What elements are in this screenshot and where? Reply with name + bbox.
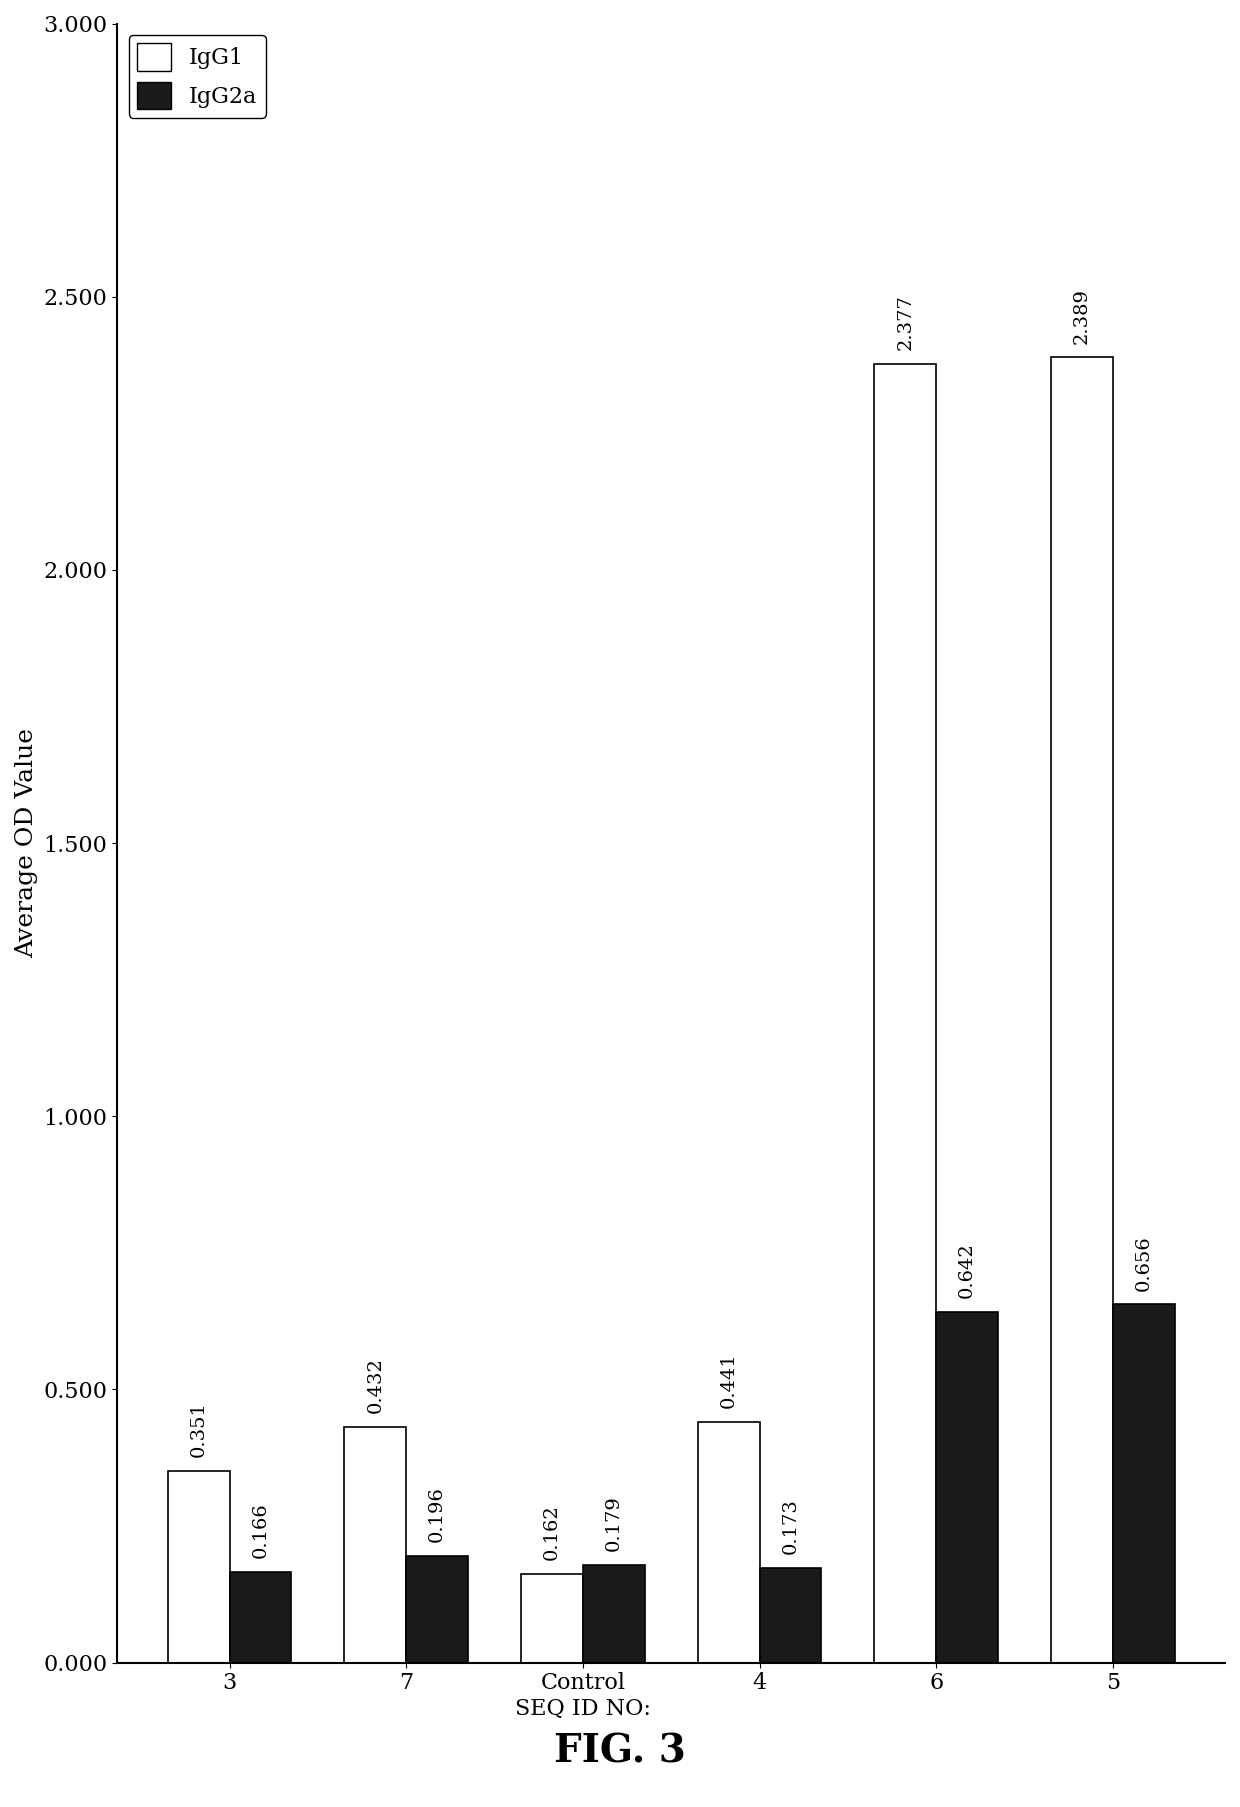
Text: FIG. 3: FIG. 3 [554, 1733, 686, 1771]
Bar [874, 363, 936, 1662]
Bar [1052, 358, 1112, 1662]
Bar [167, 1471, 229, 1662]
Text: 0.166: 0.166 [252, 1502, 269, 1558]
Text: 0.432: 0.432 [366, 1357, 384, 1413]
Bar [229, 1572, 291, 1662]
Y-axis label: Average OD Value: Average OD Value [15, 728, 38, 958]
Bar [407, 1556, 467, 1662]
Text: 0.351: 0.351 [190, 1400, 207, 1456]
Bar [1112, 1305, 1174, 1662]
Text: 0.162: 0.162 [543, 1505, 560, 1561]
Text: 0.656: 0.656 [1135, 1234, 1153, 1290]
Text: 2.377: 2.377 [897, 295, 914, 351]
Text: 0.642: 0.642 [959, 1243, 976, 1297]
Bar [698, 1422, 760, 1662]
Text: 2.389: 2.389 [1073, 287, 1091, 343]
Text: 0.173: 0.173 [781, 1498, 800, 1554]
Bar [936, 1312, 998, 1662]
Bar [345, 1426, 407, 1662]
Bar [521, 1574, 583, 1662]
Text: 0.441: 0.441 [719, 1352, 738, 1408]
Bar [760, 1568, 821, 1662]
Bar [583, 1565, 645, 1662]
Legend: IgG1, IgG2a: IgG1, IgG2a [129, 34, 265, 117]
Text: 0.196: 0.196 [428, 1485, 446, 1541]
Text: 0.179: 0.179 [605, 1494, 622, 1550]
